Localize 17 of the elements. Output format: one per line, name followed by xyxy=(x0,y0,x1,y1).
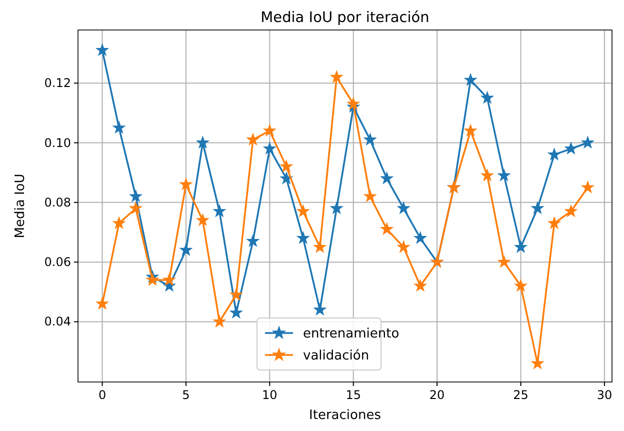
x-tick-label: 15 xyxy=(346,388,362,402)
legend-label: validación xyxy=(303,348,370,364)
y-axis-title: Media IoU xyxy=(13,174,28,238)
x-tick-label: 20 xyxy=(429,388,445,402)
x-axis-title: Iteraciones xyxy=(309,408,382,423)
y-tick-label: 0.10 xyxy=(44,136,71,150)
y-tick-label: 0.12 xyxy=(44,76,71,90)
y-tick-label: 0.04 xyxy=(44,314,71,329)
x-tick-label: 10 xyxy=(262,388,278,402)
legend-label: entrenamiento xyxy=(303,326,400,342)
chart-title: Media IoU por iteración xyxy=(260,10,430,26)
y-tick-label: 0.06 xyxy=(44,255,71,270)
y-tick-label: 0.08 xyxy=(44,195,71,210)
x-tick-label: 25 xyxy=(513,388,528,402)
x-tick-label: 0 xyxy=(98,388,106,402)
x-tick-label: 30 xyxy=(596,388,612,402)
x-tick-label: 5 xyxy=(182,388,190,402)
